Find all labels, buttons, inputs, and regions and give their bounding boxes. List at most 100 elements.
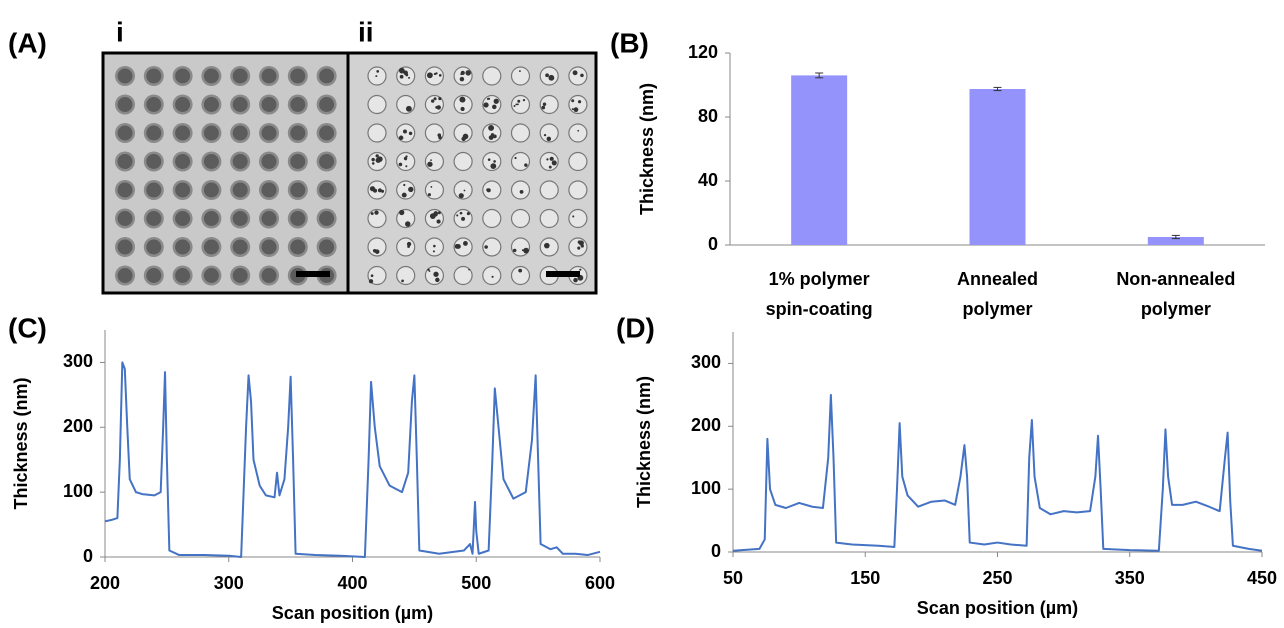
image-label: ii — [358, 16, 374, 47]
x-tick-label: 300 — [214, 573, 244, 593]
well — [396, 94, 416, 115]
panel-label: (D) — [616, 312, 655, 343]
well — [396, 265, 416, 286]
well — [175, 239, 191, 255]
x-tick-label: 50 — [723, 568, 743, 588]
image — [348, 53, 596, 293]
well — [290, 239, 306, 255]
speck — [370, 212, 374, 216]
line-trace — [732, 393, 1263, 552]
y-axis-title: Thickness (nm) — [637, 83, 657, 215]
speck — [468, 268, 470, 271]
speck — [491, 275, 494, 278]
well — [424, 66, 444, 86]
well — [482, 237, 502, 257]
well — [568, 123, 588, 143]
speck — [465, 70, 471, 76]
y-tick-label: 0 — [83, 546, 93, 566]
well — [510, 208, 531, 229]
x-tick-label: 400 — [337, 573, 367, 593]
speck — [577, 240, 582, 244]
well — [319, 68, 335, 84]
speck — [542, 102, 547, 106]
well — [261, 154, 277, 169]
speck — [460, 106, 465, 112]
well — [203, 239, 219, 255]
speck — [405, 221, 411, 227]
y-tick-label: 0 — [711, 541, 721, 561]
speck — [493, 160, 496, 163]
speck — [545, 73, 549, 78]
well — [175, 68, 191, 84]
well — [482, 208, 502, 229]
speck — [408, 76, 411, 79]
x-axis-title: Scan position (µm) — [917, 598, 1078, 618]
speck — [438, 135, 442, 140]
well — [232, 154, 248, 169]
speck — [435, 277, 440, 283]
well — [568, 208, 588, 229]
speck — [541, 105, 546, 110]
well — [232, 268, 248, 283]
panel-label: (A) — [8, 27, 47, 58]
speck — [371, 157, 375, 162]
speck — [492, 104, 497, 110]
well — [146, 125, 162, 141]
y-tick-label: 40 — [698, 170, 718, 190]
well — [424, 180, 444, 200]
well — [424, 151, 444, 172]
speck — [577, 129, 580, 132]
well — [175, 182, 191, 198]
speck — [374, 210, 379, 215]
well — [453, 265, 473, 286]
speck — [515, 103, 518, 106]
speck — [518, 70, 521, 72]
well — [261, 125, 277, 141]
panel-label: (B) — [610, 27, 649, 58]
well — [261, 268, 277, 283]
well — [510, 94, 531, 115]
speck — [460, 70, 465, 75]
well — [175, 125, 191, 141]
speck — [577, 100, 582, 104]
well — [146, 154, 162, 169]
well — [232, 68, 248, 84]
speck — [406, 241, 412, 247]
speck — [573, 107, 579, 113]
well — [510, 265, 531, 286]
line-trace — [104, 361, 601, 558]
x-tick-label: 150 — [850, 568, 880, 588]
well — [232, 182, 248, 198]
bar — [791, 75, 848, 246]
speck — [524, 163, 528, 167]
speck — [459, 211, 463, 215]
speck — [375, 154, 379, 158]
y-tick-label: 100 — [63, 481, 93, 501]
well — [568, 180, 588, 200]
well — [539, 208, 559, 229]
well — [117, 154, 133, 169]
speck — [427, 161, 433, 167]
speck — [484, 245, 488, 249]
speck — [551, 160, 557, 166]
well — [290, 211, 306, 226]
well — [175, 97, 191, 112]
speck — [427, 268, 430, 271]
speck — [375, 157, 381, 163]
speck — [458, 193, 464, 199]
speck — [408, 186, 414, 193]
speck — [546, 136, 552, 142]
speck — [398, 67, 405, 74]
speck — [403, 70, 408, 76]
speck — [548, 165, 552, 169]
speck — [398, 162, 403, 167]
speck — [548, 74, 555, 81]
speck — [398, 135, 404, 141]
well — [568, 151, 588, 172]
speck — [374, 249, 380, 254]
well — [482, 66, 502, 86]
y-axis-title: Thickness (nm) — [11, 377, 31, 509]
speck — [518, 268, 523, 273]
well — [232, 239, 248, 255]
well — [290, 182, 306, 198]
